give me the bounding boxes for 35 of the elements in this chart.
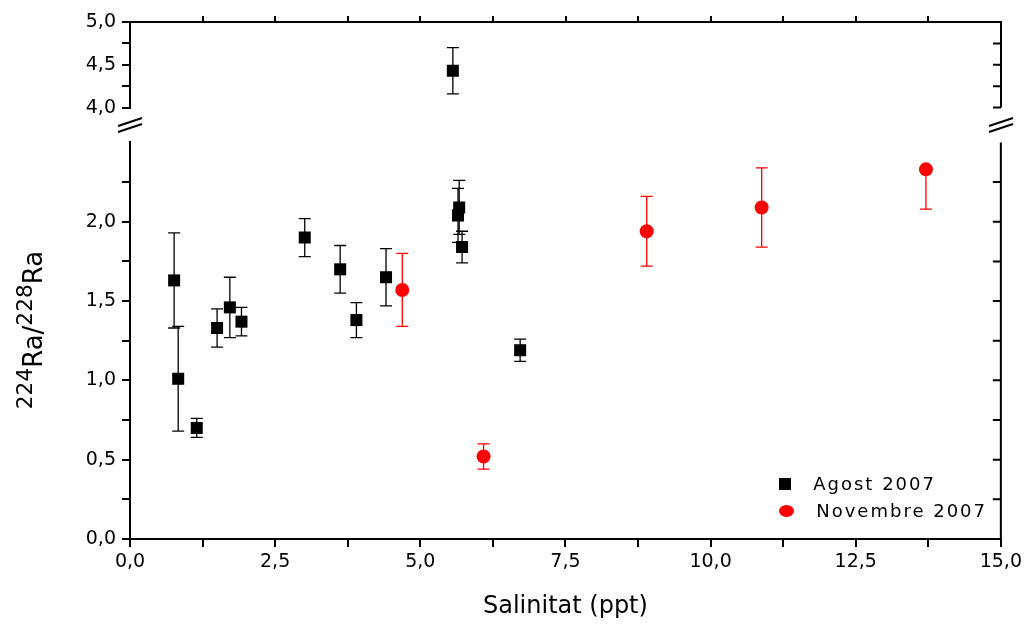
y-tick-label: 0,0: [85, 525, 116, 548]
x-tick-label: 12,5: [834, 549, 877, 572]
point: [456, 241, 469, 254]
x-tick-label: 2,5: [260, 549, 291, 572]
point: [476, 449, 491, 464]
legend-label: Agost 2007: [813, 473, 936, 494]
point: [350, 314, 363, 327]
point: [754, 200, 769, 215]
x-axis-title: Salinitat (ppt): [482, 590, 648, 619]
x-tick-label: 10,0: [689, 549, 732, 572]
point: [223, 301, 236, 314]
y-tick-label: 2,0: [85, 208, 116, 231]
point: [235, 315, 248, 328]
point: [211, 322, 224, 335]
y-tick-label: 0,5: [85, 446, 116, 469]
point: [334, 263, 347, 276]
point: [514, 344, 527, 357]
y-tick-label: 4,5: [85, 51, 116, 74]
x-tick-label: 7,5: [550, 549, 581, 572]
y-tick-label: 5,0: [85, 8, 116, 31]
point: [639, 224, 654, 239]
y-tick-label: 1,0: [85, 367, 116, 390]
point: [380, 271, 393, 284]
x-tick-label: 0,0: [114, 549, 146, 572]
y-tick-label: 4,0: [85, 94, 116, 117]
point: [453, 201, 466, 214]
point: [298, 231, 311, 244]
point: [395, 282, 410, 297]
x-tick-label: 5,0: [405, 549, 436, 572]
x-tick-label: 15,0: [979, 549, 1022, 572]
y-tick-label: 1,5: [85, 287, 116, 310]
point: [918, 162, 933, 177]
legend-label: Novembre 2007: [816, 500, 987, 521]
point: [172, 372, 185, 385]
point: [168, 274, 181, 287]
